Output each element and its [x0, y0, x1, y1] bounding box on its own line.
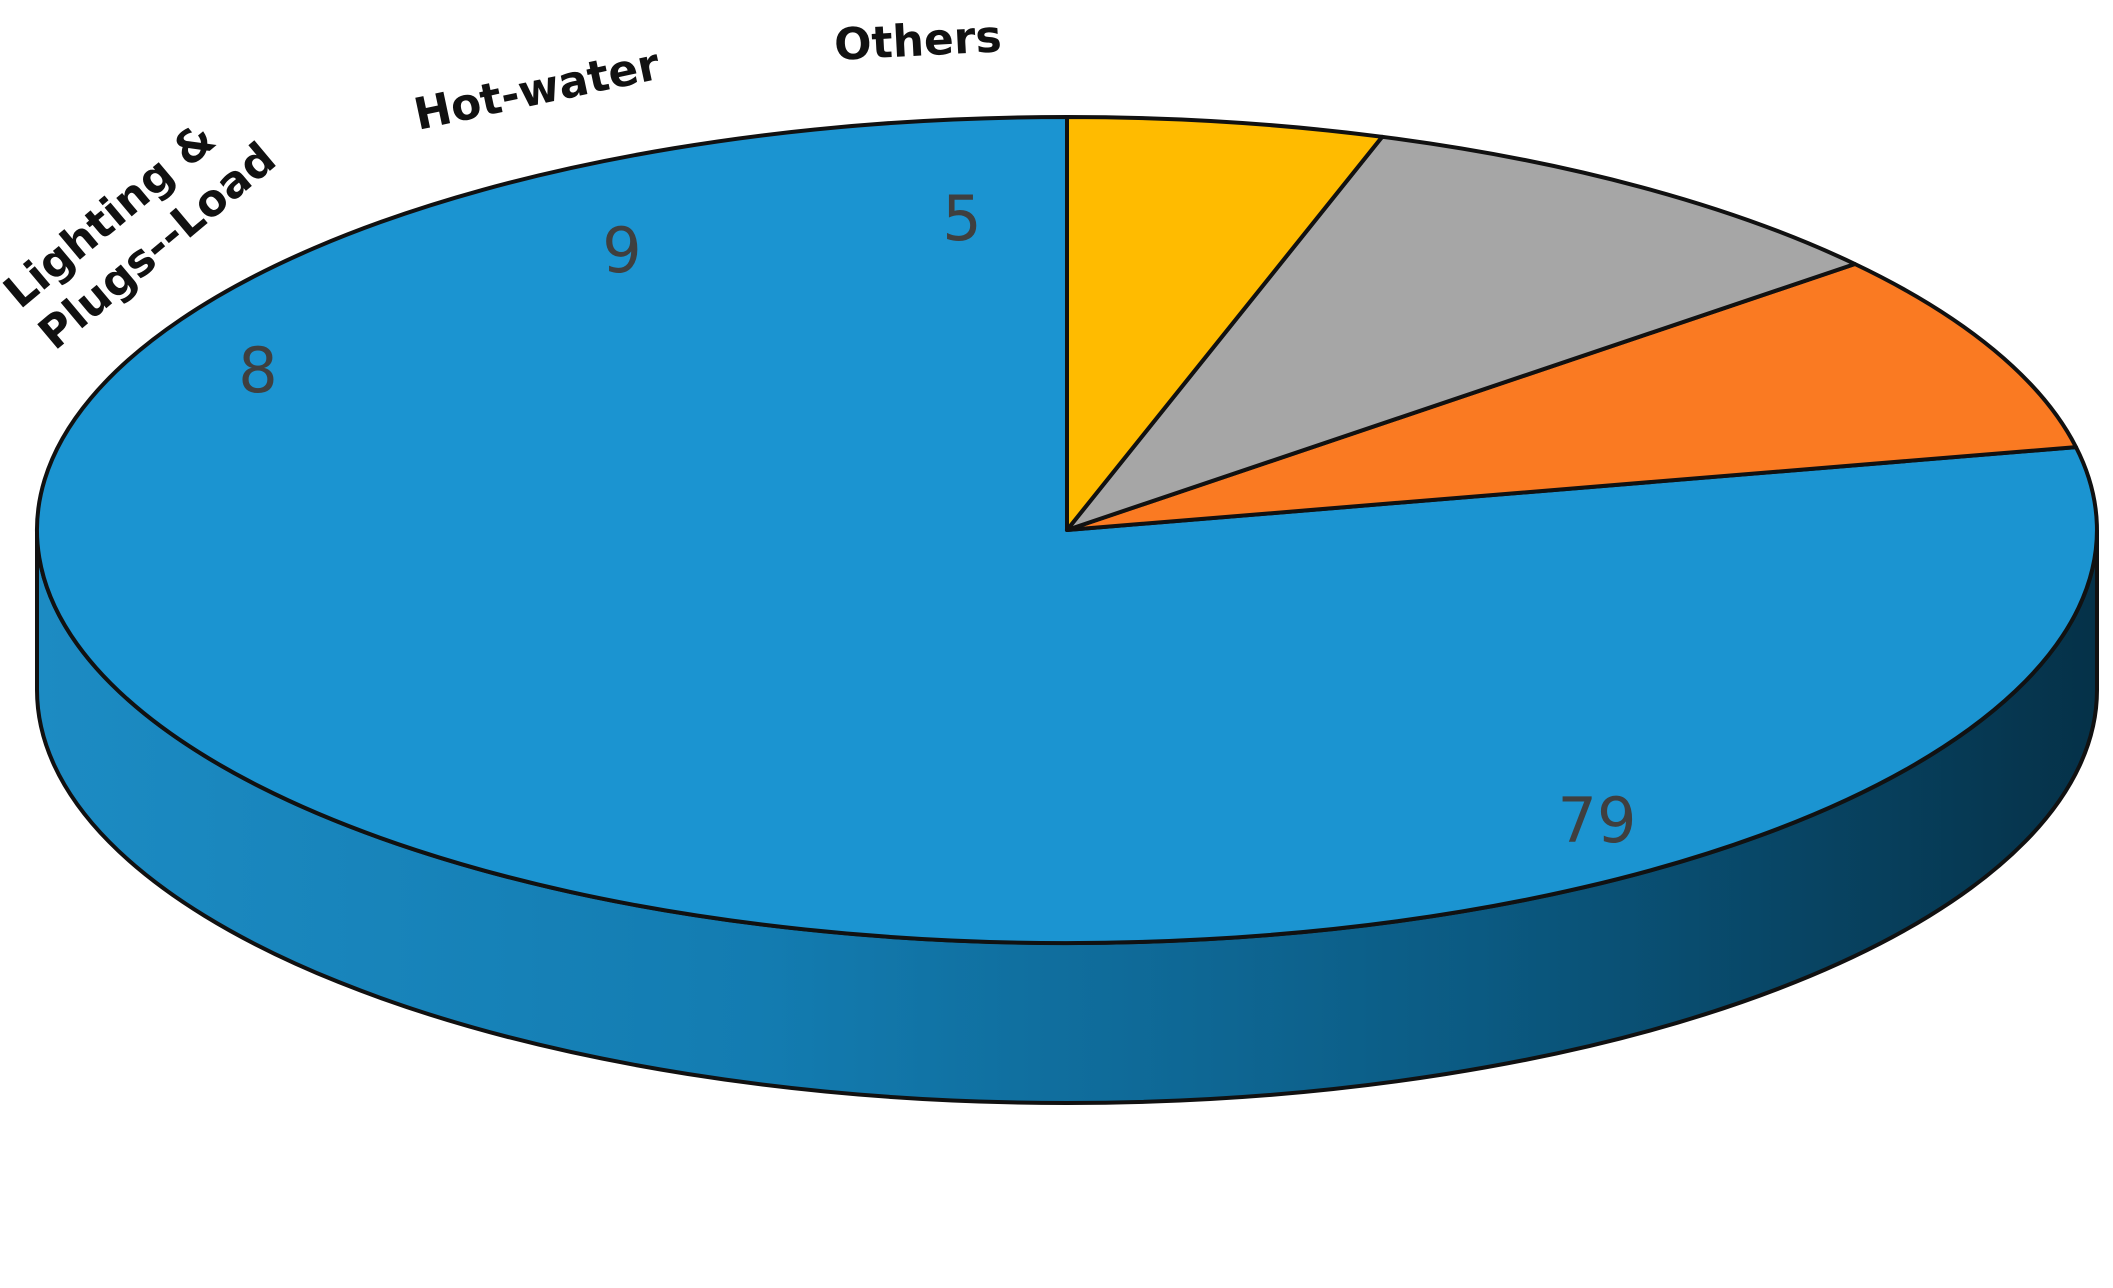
pie-slice-2	[1065, 262, 2078, 532]
category-label-others: Others	[833, 11, 1003, 71]
pie-slice-4	[1065, 115, 1385, 532]
data-label-slice-3: 9	[602, 214, 641, 287]
pie-slice-3	[1065, 134, 1857, 532]
data-label-slice-1: 79	[1558, 784, 1637, 857]
data-label-slice-2: 8	[238, 334, 277, 407]
category-label-hot-water: Hot-water	[410, 39, 665, 141]
data-label-slice-4: 5	[942, 182, 981, 255]
pie-slices	[34, 115, 2099, 945]
